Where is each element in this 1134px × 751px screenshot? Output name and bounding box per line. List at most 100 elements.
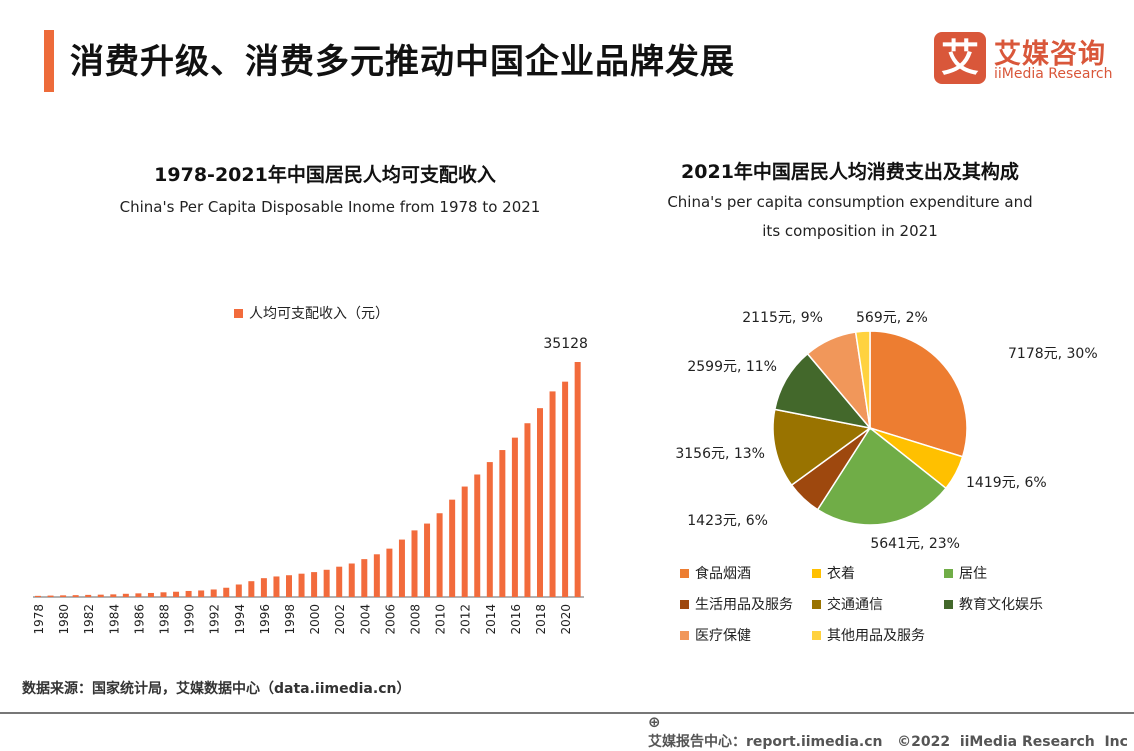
x-tick-label: 2002 <box>333 604 347 635</box>
legend-swatch <box>680 568 689 578</box>
bar-2003 <box>348 563 355 597</box>
bar-1990 <box>185 590 192 597</box>
bar-2002 <box>336 566 343 597</box>
x-tick-label: 1994 <box>233 604 247 635</box>
legend-swatch <box>234 308 243 318</box>
x-tick-label: 1998 <box>283 604 297 635</box>
bar-2004 <box>361 559 368 597</box>
pie-chart-subtitle-2: its composition in 2021 <box>762 222 938 240</box>
bar-1986 <box>135 593 142 597</box>
bar-1999 <box>298 573 305 597</box>
pie-data-label: 1419元, 6% <box>966 475 1047 491</box>
x-tick-label: 1990 <box>183 604 197 635</box>
legend-swatch <box>680 630 689 640</box>
bar-1983 <box>97 594 104 597</box>
legend-label: 交通通信 <box>827 597 883 613</box>
bar-2000 <box>311 572 318 597</box>
bar-2001 <box>323 569 330 597</box>
pie-chart-title: 2021年中国居民人均消费支出及其构成 <box>681 161 1019 183</box>
bar-1988 <box>160 592 167 597</box>
page-title: 消费升级、消费多元推动中国企业品牌发展 <box>70 42 735 82</box>
x-tick-label: 1982 <box>82 604 96 635</box>
legend-item: 其他用品及服务 <box>812 625 925 645</box>
bar-2021 <box>574 362 581 597</box>
pie-slice-7 <box>854 330 871 429</box>
logo-cn: 艾媒咨询 <box>994 39 1106 70</box>
bar-chart: 1978 1980 1982 1984 1986 1988 1990 1992 1994 1996… <box>32 336 588 635</box>
bar-2019 <box>549 391 556 597</box>
legend-label: 衣着 <box>827 566 855 582</box>
x-tick-label: 1984 <box>107 604 121 635</box>
legend-label: 医疗保健 <box>695 628 751 644</box>
bar-2018 <box>537 408 543 597</box>
x-tick-label: 2000 <box>308 604 322 635</box>
pie-slice-0 <box>869 330 968 458</box>
data-label: 35128 <box>543 336 588 352</box>
legend-item: 衣着 <box>812 563 855 583</box>
globe-cursor-icon: ⊕ <box>648 713 661 731</box>
legend-swatch <box>680 599 689 609</box>
x-tick-label: 1980 <box>57 604 71 635</box>
bar-2020 <box>562 381 569 597</box>
legend-item: 食品烟酒 <box>680 563 751 583</box>
bar-1985 <box>122 593 129 597</box>
bar-2011 <box>449 499 456 597</box>
bar-1981 <box>72 595 79 597</box>
bar-1989 <box>173 591 180 597</box>
bar-1982 <box>85 594 92 597</box>
legend-swatch <box>812 630 821 640</box>
footer-divider <box>0 712 1134 714</box>
x-tick-label: 1988 <box>158 604 172 635</box>
bar-1984 <box>110 594 117 597</box>
bar-1994 <box>235 584 242 597</box>
legend-swatch <box>812 599 821 609</box>
bar-2006 <box>386 548 393 597</box>
x-tick-label: 1978 <box>32 604 46 635</box>
x-tick-label: 2004 <box>358 604 372 635</box>
pie-slice-4 <box>772 408 872 487</box>
bar-2010 <box>436 513 443 597</box>
legend-item: 生活用品及服务 <box>680 594 793 614</box>
pie-data-label: 569元, 2% <box>856 310 928 326</box>
bar-2015 <box>499 450 506 597</box>
pie-slice-5 <box>773 352 872 430</box>
bar-2016 <box>511 437 518 597</box>
bar-legend: 人均可支配收入（元） <box>234 303 389 323</box>
source-note: 数据来源：国家统计局，艾媒数据中心（data.iimedia.cn） <box>22 681 411 697</box>
x-tick-label: 2018 <box>534 604 548 635</box>
bar-1995 <box>248 581 255 597</box>
footer-text: 艾媒报告中心：report.iimedia.cn ©2022 iiMedia R… <box>648 734 1128 750</box>
bar-2012 <box>461 486 468 597</box>
bar-1992 <box>210 589 217 597</box>
legend-item: 居住 <box>944 563 987 583</box>
x-tick-label: 2014 <box>484 604 498 635</box>
bar-2008 <box>411 530 418 597</box>
bar-1978 <box>35 595 41 597</box>
legend-item: 教育文化娱乐 <box>944 594 1043 614</box>
bar-2013 <box>474 474 481 597</box>
x-tick-label: 2020 <box>559 604 573 635</box>
logo: 艾 艾媒咨询 iiMedia Research <box>934 32 1114 88</box>
title-accent-bar <box>44 30 54 92</box>
x-tick-label: 1992 <box>208 604 222 635</box>
legend-item: 交通通信 <box>812 594 883 614</box>
bar-1987 <box>147 592 154 597</box>
logo-mark: 艾 <box>934 32 986 84</box>
pie-data-label: 3156元, 13% <box>675 446 765 462</box>
legend-swatch <box>812 568 821 578</box>
pie-slice-2 <box>816 426 948 526</box>
x-tick-label: 2010 <box>434 604 448 635</box>
pie-chart-subtitle-1: China's per capita consumption expenditu… <box>667 193 1033 211</box>
bar-1979 <box>47 595 54 597</box>
logo-en: iiMedia Research <box>994 66 1113 82</box>
bar-1997 <box>273 576 280 597</box>
pie-data-label: 2599元, 11% <box>687 359 777 375</box>
legend-item: 医疗保健 <box>680 625 751 645</box>
legend-label: 生活用品及服务 <box>695 597 793 613</box>
pie-chart: 7178元, 30% 1419元, 6% 5641元, 23% 1423元, 6% 31… <box>675 310 1097 552</box>
bar-2014 <box>486 462 493 597</box>
legend-label: 其他用品及服务 <box>827 628 925 644</box>
footer: ⊕ 艾媒报告中心：report.iimedia.cn ©2022 iiMedia… <box>648 713 1134 751</box>
pie-data-label: 2115元, 9% <box>742 310 823 326</box>
legend-label: 食品烟酒 <box>695 566 751 582</box>
